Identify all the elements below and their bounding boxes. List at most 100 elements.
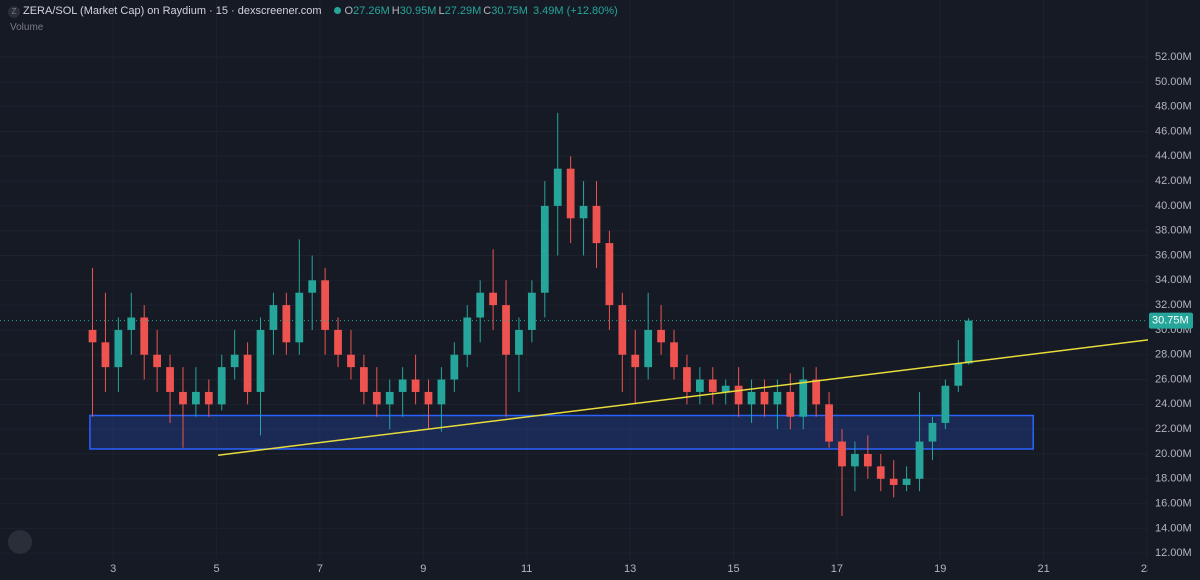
x-tick-label: 7 xyxy=(317,563,323,575)
candle-body xyxy=(734,385,743,405)
y-tick-label: 26.00M xyxy=(1155,373,1192,385)
candle-body xyxy=(256,329,265,392)
candle-body xyxy=(372,391,381,405)
candle-body xyxy=(243,354,252,392)
candle-body xyxy=(411,379,420,392)
ohlc-key: L xyxy=(438,5,445,17)
candle-body xyxy=(540,205,549,293)
candle-body xyxy=(153,354,162,368)
candle-body xyxy=(463,317,472,355)
candle-body xyxy=(489,292,497,306)
y-tick-label: 28.00M xyxy=(1155,349,1192,361)
candle-body xyxy=(566,168,575,219)
candle-body xyxy=(851,453,859,467)
candle-body xyxy=(747,391,756,405)
candle-body xyxy=(889,478,898,485)
volume-label[interactable]: Volume xyxy=(10,22,44,33)
symbol-title: ZERA/SOL (Market Cap) on Raydium · 15 · … xyxy=(23,5,322,17)
candle-body xyxy=(398,379,407,392)
candle-body xyxy=(708,379,717,392)
candle-body xyxy=(631,354,640,368)
candle-body xyxy=(964,320,973,364)
x-tick-label: 11 xyxy=(521,563,532,575)
candle-body xyxy=(825,404,833,442)
candle-body xyxy=(902,478,911,485)
candle-body xyxy=(760,391,769,405)
legend-header: Z ZERA/SOL (Market Cap) on Raydium · 15 ·… xyxy=(8,5,620,18)
y-tick-label: 46.00M xyxy=(1155,125,1192,137)
candle-body xyxy=(295,292,304,343)
candle-body xyxy=(308,280,317,293)
x-tick-label: 3 xyxy=(110,563,116,575)
candle-body xyxy=(863,453,872,467)
candle-body xyxy=(876,466,885,479)
plot-area: 3 5 7 9 11 13 15 17 19 21 23 xyxy=(0,112,1153,575)
x-tick-label: 17 xyxy=(831,563,843,575)
token-icon: Z xyxy=(8,6,20,18)
ohlc-value: 30.95M xyxy=(399,5,437,17)
candle-body xyxy=(941,385,950,423)
y-tick-label: 50.00M xyxy=(1155,76,1192,88)
candle-body xyxy=(592,205,601,244)
ohlc-key: C xyxy=(483,5,492,17)
support-zone xyxy=(89,414,1035,450)
x-tick-label: 15 xyxy=(727,563,739,575)
x-tick-label: 19 xyxy=(934,563,946,575)
candle-body xyxy=(114,329,123,368)
x-tick-label: 9 xyxy=(420,563,426,575)
ohlc-value: 30.75M xyxy=(491,5,528,17)
x-tick-label: 21 xyxy=(1037,563,1049,575)
candle-body xyxy=(773,391,782,405)
trendline xyxy=(218,339,1148,456)
y-tick-label: 32.00M xyxy=(1155,299,1192,311)
candle-body xyxy=(618,305,627,355)
y-tick-label: 24.00M xyxy=(1155,398,1192,410)
candle-body xyxy=(204,391,213,405)
last-price-label: 30.75M xyxy=(1152,315,1189,327)
x-tick-label: 5 xyxy=(214,563,220,575)
candle-body xyxy=(527,292,536,330)
candle-body xyxy=(579,205,588,219)
y-tick-label: 16.00M xyxy=(1155,497,1192,509)
candle-body xyxy=(282,305,291,343)
price-axis-bg xyxy=(1148,0,1200,580)
y-tick-label: 38.00M xyxy=(1155,225,1192,237)
y-tick-label: 22.00M xyxy=(1155,423,1192,435)
candle-body xyxy=(695,379,704,392)
candle-body xyxy=(515,329,523,355)
candle-body xyxy=(670,342,678,368)
ohlc-value: 27.26M xyxy=(353,5,390,17)
candle-body xyxy=(385,391,394,405)
candle-body xyxy=(605,243,614,306)
y-tick-label: 14.00M xyxy=(1155,522,1192,534)
candle-body xyxy=(424,391,433,405)
candle-body xyxy=(553,168,562,206)
candle-body xyxy=(127,317,136,330)
candle-body xyxy=(166,367,174,392)
x-tick-label: 23 xyxy=(1141,563,1153,575)
y-tick-label: 52.00M xyxy=(1155,51,1192,63)
candle-body xyxy=(321,280,329,330)
candle-body xyxy=(786,391,795,417)
candle-body xyxy=(334,329,342,355)
candle-body xyxy=(502,305,510,355)
candle-body xyxy=(347,354,355,368)
tradingview-logo[interactable] xyxy=(8,530,32,554)
candle-body xyxy=(838,441,846,467)
candle-body xyxy=(140,317,149,355)
candle-body xyxy=(101,342,110,368)
candle-body xyxy=(954,363,963,386)
x-tick-label: 13 xyxy=(624,563,636,575)
candle-body xyxy=(450,354,459,380)
y-tick-label: 18.00M xyxy=(1155,473,1192,485)
candle-body xyxy=(360,367,368,392)
candle-body xyxy=(812,379,821,405)
y-tick-label: 12.00M xyxy=(1155,547,1192,559)
ohlc-key: O xyxy=(344,5,354,17)
status-dot xyxy=(333,7,341,14)
y-tick-label: 48.00M xyxy=(1155,101,1192,113)
candle-body xyxy=(915,441,924,479)
candle-body xyxy=(799,379,808,417)
